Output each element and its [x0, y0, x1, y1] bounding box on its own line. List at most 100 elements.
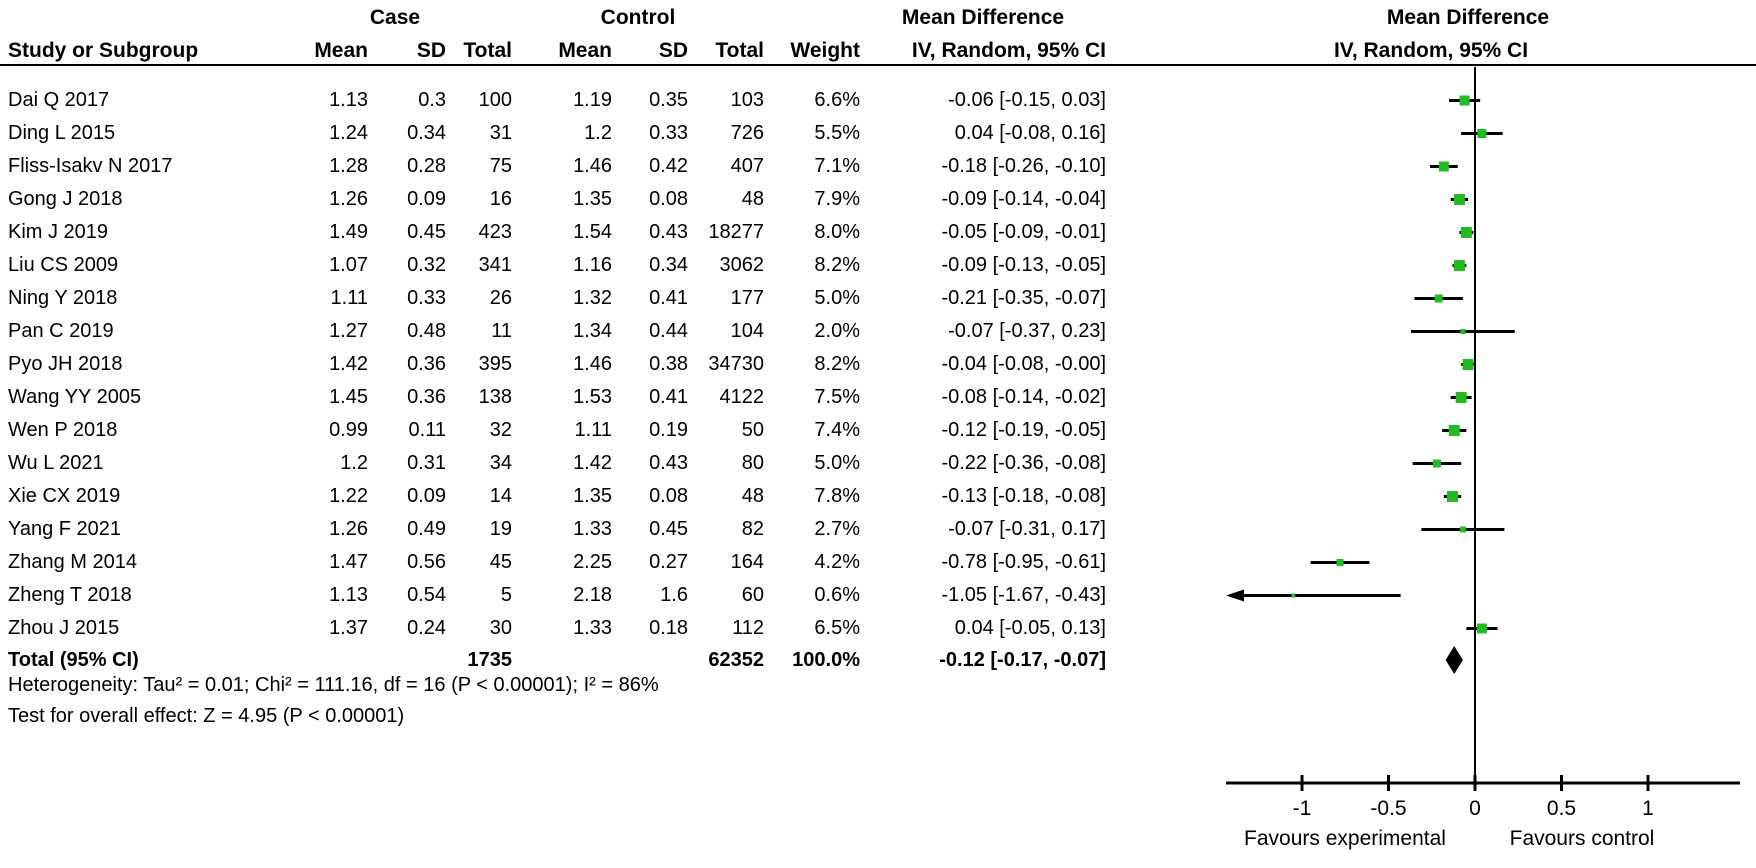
weight-cell: 4.2% — [814, 551, 860, 573]
case-mean-cell: 1.13 — [329, 584, 368, 606]
study-name: Zhou J 2015 — [8, 617, 120, 639]
study-name: Pan C 2019 — [8, 320, 114, 342]
case-mean-cell: 1.26 — [329, 188, 368, 210]
case-mean-cell: 1.22 — [329, 485, 368, 507]
case-sd-cell: 0.24 — [407, 617, 446, 639]
case-total-cell: 138 — [478, 386, 512, 408]
ci-label-cell: -0.04 [-0.08, -0.00] — [941, 353, 1106, 375]
control-total-cell: 80 — [741, 452, 764, 474]
control-total-cell: 164 — [730, 551, 764, 573]
control-sd-cell: 0.41 — [649, 287, 688, 309]
heterogeneity-note: Heterogeneity: Tau² = 0.01; Chi² = 111.1… — [8, 674, 659, 696]
favours-right-label: Favours control — [1510, 827, 1655, 850]
x-axis-tick-label: 0 — [1469, 797, 1481, 820]
effect-marker — [1453, 260, 1465, 271]
control-sd-cell: 0.41 — [649, 386, 688, 408]
weight-cell: 8.2% — [814, 353, 860, 375]
study-name: Zhang M 2014 — [8, 551, 137, 573]
effect-marker — [1453, 194, 1465, 205]
control-mean-cell: 1.11 — [574, 419, 612, 441]
control-sd-cell: 0.19 — [649, 419, 688, 441]
weight-cell: 7.4% — [814, 419, 860, 441]
group-header-row: Case Control Mean Difference Mean Differ… — [0, 6, 1756, 34]
study-table-body: Dai Q 2017 1.13 0.3 100 1.19 0.35 103 6.6% -0.06… — [0, 84, 1106, 645]
table-row: Ning Y 2018 1.11 0.33 26 1.32 0.41 177 5.0% -0.2… — [0, 282, 1106, 315]
control-total-cell: 4122 — [719, 386, 765, 408]
ci-label-cell: -0.09 [-0.14, -0.04] — [941, 188, 1106, 210]
case-sd-cell: 0.32 — [407, 254, 446, 276]
ci-label-cell: -0.18 [-0.26, -0.10] — [941, 155, 1106, 177]
control-mean-cell: 1.32 — [573, 287, 612, 309]
case-total-cell: 19 — [489, 518, 512, 540]
case-sd-cell: 0.36 — [407, 353, 446, 375]
header-divider — [0, 64, 1756, 66]
control-total-cell: 48 — [741, 188, 764, 210]
effect-marker — [1336, 559, 1344, 566]
effect-marker — [1460, 329, 1466, 334]
case-total-cell: 341 — [478, 254, 512, 276]
case-total-cell: 423 — [478, 221, 512, 243]
x-axis-tick-label: -0.5 — [1370, 797, 1406, 820]
weight-cell: 7.5% — [814, 386, 860, 408]
case-sd-column-header: SD — [416, 39, 446, 62]
ci-label-cell: -0.22 [-0.36, -0.08] — [941, 452, 1106, 474]
x-axis-tick-label: -1 — [1293, 797, 1312, 820]
control-total-column-header: Total — [715, 39, 764, 62]
mean-difference-plot-header: Mean Difference — [1386, 6, 1550, 29]
effect-marker — [1432, 459, 1441, 468]
control-mean-cell: 2.25 — [573, 551, 612, 573]
case-total-cell: 16 — [489, 188, 512, 210]
case-sd-cell: 0.11 — [408, 419, 446, 441]
control-mean-cell: 1.35 — [573, 188, 612, 210]
effect-marker — [1459, 95, 1470, 106]
control-mean-cell: 1.46 — [573, 353, 612, 375]
case-group-header: Case — [369, 6, 421, 29]
table-row: Ding L 2015 1.24 0.34 31 1.2 0.33 726 5.5% 0.04 … — [0, 117, 1106, 150]
weight-cell: 7.8% — [814, 485, 860, 507]
case-mean-cell: 0.99 — [329, 419, 368, 441]
table-row: Wang YY 2005 1.45 0.36 138 1.53 0.41 4122 7.5% -… — [0, 381, 1106, 414]
ci-label-cell: -0.13 [-0.18, -0.08] — [941, 485, 1106, 507]
case-total-cell: 14 — [489, 485, 512, 507]
case-mean-cell: 1.13 — [329, 89, 368, 111]
study-name: Zheng T 2018 — [8, 584, 132, 606]
table-row: Pyo JH 2018 1.42 0.36 395 1.46 0.38 34730 8.2% -… — [0, 348, 1106, 381]
forest-plot-canvas: -1 -0.5 0 0.5 1 Favours experimental Favours c… — [1226, 67, 1740, 850]
total-case-n: 1735 — [467, 649, 513, 671]
effect-marker — [1460, 227, 1472, 238]
case-mean-cell: 1.49 — [329, 221, 368, 243]
control-sd-cell: 0.34 — [649, 254, 688, 276]
total-row: Total (95% CI) 1735 62352 100.0% -0.12 [… — [0, 644, 1106, 677]
weight-cell: 5.5% — [814, 122, 860, 144]
effect-marker — [1291, 593, 1296, 598]
case-total-cell: 30 — [489, 617, 512, 639]
table-row: Wu L 2021 1.2 0.31 34 1.42 0.43 80 5.0% -0.22 [-… — [0, 447, 1106, 480]
weight-cell: 8.0% — [814, 221, 860, 243]
case-total-cell: 45 — [489, 551, 512, 573]
control-mean-cell: 1.19 — [573, 89, 612, 111]
ci-label-cell: -0.09 [-0.13, -0.05] — [941, 254, 1106, 276]
case-sd-cell: 0.33 — [407, 287, 446, 309]
control-mean-cell: 2.18 — [573, 584, 612, 606]
control-mean-cell: 1.42 — [573, 452, 612, 474]
effect-marker — [1477, 129, 1487, 138]
table-row: Liu CS 2009 1.07 0.32 341 1.16 0.34 3062 8.2% -0… — [0, 249, 1106, 282]
control-mean-cell: 1.35 — [573, 485, 612, 507]
study-name: Wen P 2018 — [8, 419, 118, 441]
study-name: Ning Y 2018 — [8, 287, 118, 309]
effect-marker — [1447, 491, 1459, 502]
study-name: Yang F 2021 — [8, 518, 122, 540]
ci-label-cell: -0.06 [-0.15, 0.03] — [948, 89, 1106, 111]
case-mean-column-header: Mean — [314, 39, 368, 62]
control-mean-cell: 1.46 — [573, 155, 612, 177]
ci-label-cell: -0.07 [-0.37, 0.23] — [948, 320, 1106, 342]
total-ci-label: -0.12 [-0.17, -0.07] — [939, 649, 1106, 671]
table-row: Fliss-Isakv N 2017 1.28 0.28 75 1.46 0.42 407 7… — [0, 150, 1106, 183]
control-total-cell: 82 — [741, 518, 764, 540]
control-mean-cell: 1.33 — [573, 617, 612, 639]
case-mean-cell: 1.37 — [329, 617, 368, 639]
case-sd-cell: 0.56 — [407, 551, 446, 573]
table-row: Zheng T 2018 1.13 0.54 5 2.18 1.6 60 0.6% -1.05 … — [0, 579, 1106, 612]
ci-label-cell: -0.21 [-0.35, -0.07] — [941, 287, 1106, 309]
